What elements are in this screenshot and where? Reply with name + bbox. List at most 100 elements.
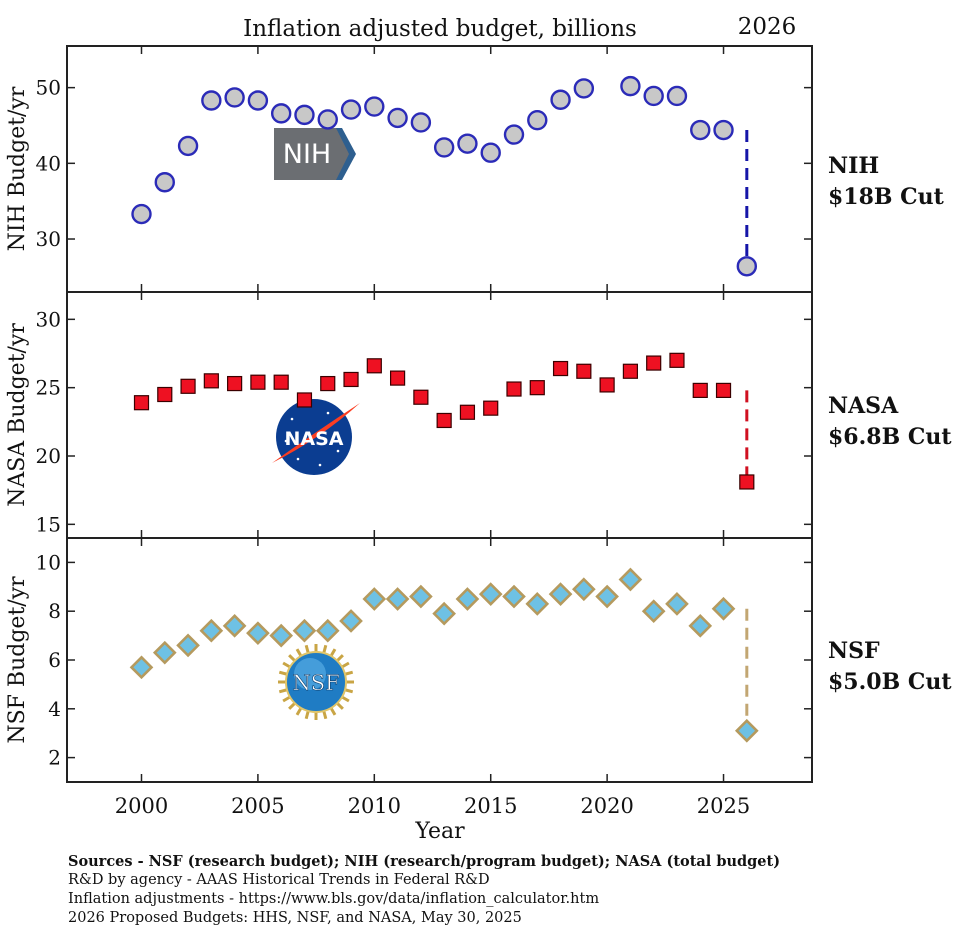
data-point bbox=[409, 584, 433, 609]
data-point bbox=[736, 256, 758, 277]
year-2026-label: 2026 bbox=[738, 14, 797, 40]
cut-label-agency: NASA bbox=[828, 393, 899, 419]
data-point bbox=[199, 618, 224, 643]
y-tick-label: 15 bbox=[36, 512, 61, 536]
x-tick-label: 2025 bbox=[697, 794, 750, 818]
x-tick-label: 2005 bbox=[231, 794, 284, 818]
cut-label-agency: NSF bbox=[828, 638, 880, 664]
sources-note: Sources - NSF (research budget); NIH (re… bbox=[68, 852, 780, 928]
data-point bbox=[713, 119, 734, 141]
data-point bbox=[480, 142, 501, 163]
cut-label-amount: $6.8B Cut bbox=[828, 424, 952, 450]
nasa-logo-swoosh bbox=[272, 403, 360, 463]
data-point bbox=[410, 112, 432, 133]
nih-logo-text: NIH bbox=[283, 139, 331, 170]
data-point bbox=[734, 718, 759, 743]
data-point bbox=[711, 596, 736, 621]
data-point bbox=[618, 567, 643, 592]
data-point bbox=[739, 474, 755, 490]
y-tick-label: 8 bbox=[48, 599, 61, 623]
data-point bbox=[436, 412, 452, 429]
cut-label-agency: NIH bbox=[828, 153, 879, 179]
nasa-logo-star bbox=[290, 417, 294, 421]
data-point bbox=[180, 378, 196, 394]
data-point bbox=[389, 370, 406, 386]
data-point bbox=[315, 618, 340, 643]
nasa-logo-star bbox=[284, 439, 288, 443]
data-point bbox=[362, 587, 387, 611]
nasa-logo-star bbox=[318, 463, 322, 467]
data-point bbox=[646, 355, 662, 371]
data-point bbox=[525, 592, 550, 616]
data-point bbox=[317, 109, 338, 130]
nih-logo-badge bbox=[274, 128, 349, 180]
data-point bbox=[387, 107, 408, 129]
data-point bbox=[177, 135, 199, 157]
data-point bbox=[273, 374, 289, 390]
data-point bbox=[222, 614, 247, 638]
data-point bbox=[576, 363, 592, 379]
y-tick-label: 50 bbox=[36, 76, 61, 100]
data-point bbox=[224, 87, 245, 108]
data-point bbox=[459, 404, 476, 420]
data-point bbox=[385, 587, 410, 611]
x-tick-label: 2015 bbox=[464, 794, 517, 818]
data-point bbox=[294, 104, 315, 126]
y-tick-label: 2 bbox=[48, 746, 61, 770]
data-point bbox=[715, 382, 732, 398]
data-point bbox=[364, 96, 385, 117]
data-point bbox=[550, 89, 571, 110]
data-point bbox=[478, 582, 503, 606]
data-point bbox=[548, 582, 573, 606]
data-point bbox=[247, 90, 269, 111]
x-tick-label: 2010 bbox=[348, 794, 401, 818]
x-tick-label: 2000 bbox=[115, 794, 168, 818]
nsf-logo-highlight bbox=[294, 658, 326, 690]
data-point bbox=[250, 374, 266, 390]
nsf-logo: NSF bbox=[278, 644, 354, 720]
data-point bbox=[506, 381, 522, 397]
data-point bbox=[529, 380, 545, 396]
data-point bbox=[203, 373, 219, 389]
cut-label-amount: $5.0B Cut bbox=[828, 669, 952, 695]
data-point bbox=[433, 137, 455, 158]
nasa-logo-star bbox=[336, 449, 340, 453]
data-point bbox=[457, 133, 478, 154]
data-point bbox=[340, 99, 362, 120]
data-point bbox=[339, 609, 363, 633]
data-point bbox=[270, 103, 292, 124]
data-point bbox=[483, 400, 499, 416]
y-tick-label: 4 bbox=[48, 697, 61, 721]
data-point bbox=[599, 377, 615, 393]
data-point bbox=[154, 172, 175, 193]
data-point bbox=[502, 584, 526, 609]
data-point bbox=[552, 360, 569, 377]
cut-label-amount: $18B Cut bbox=[828, 184, 945, 210]
x-axis-label: Year bbox=[414, 819, 465, 844]
data-point bbox=[201, 90, 222, 111]
x-tick-label: 2020 bbox=[580, 794, 633, 818]
data-point bbox=[152, 640, 177, 665]
data-point bbox=[690, 119, 711, 141]
y-tick-label: 20 bbox=[36, 444, 61, 468]
data-point bbox=[572, 577, 596, 602]
plot-frame bbox=[66, 537, 813, 783]
sources-line: R&D by agency - AAAS Historical Trends i… bbox=[68, 872, 490, 888]
y-axis-label: NASA Budget/yr bbox=[5, 323, 30, 507]
data-point bbox=[595, 584, 619, 609]
data-point bbox=[292, 618, 317, 643]
y-tick-label: 6 bbox=[48, 648, 61, 672]
data-point bbox=[366, 358, 382, 374]
nasa-logo: NASA bbox=[272, 399, 360, 475]
data-point bbox=[669, 352, 685, 368]
data-point bbox=[413, 389, 429, 405]
y-tick-label: 25 bbox=[36, 376, 61, 400]
data-point bbox=[573, 78, 595, 99]
data-point bbox=[692, 382, 708, 398]
data-point bbox=[643, 85, 664, 107]
chart-title: Inflation adjusted budget, billions bbox=[243, 16, 637, 42]
nsf-logo-text: NSF bbox=[292, 671, 339, 695]
